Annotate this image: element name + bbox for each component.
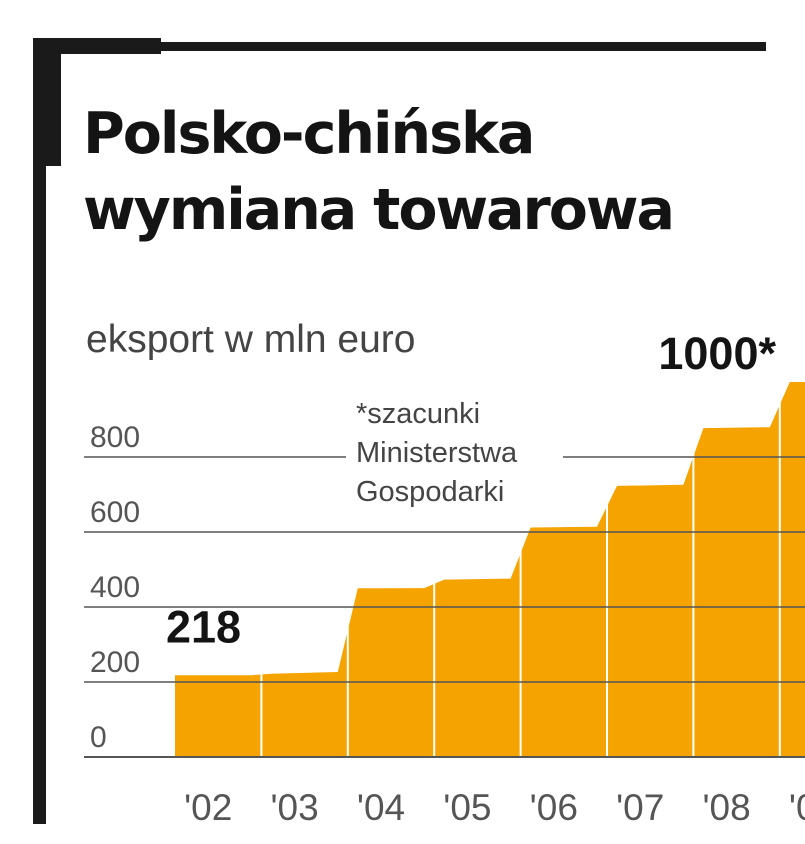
x-tick-label: '08 bbox=[702, 787, 750, 828]
x-tick-label: '06 bbox=[530, 787, 578, 828]
annotation-line: *szacunki bbox=[356, 398, 480, 430]
chart-title-line-2: wymiana towarowa bbox=[83, 177, 675, 243]
x-tick-label: '02 bbox=[184, 787, 232, 828]
frame-left-bar bbox=[33, 38, 46, 824]
annotation: *szacunki Ministerstwa Gospodarki bbox=[346, 395, 563, 513]
x-tick-label: '07 bbox=[616, 787, 664, 828]
x-tick-labels: '02 '03 '04 '05 '06 '07 '08 '09 bbox=[184, 787, 805, 828]
chart-title-line-1: Polsko-chińska bbox=[83, 101, 535, 167]
y-tick-label: 200 bbox=[90, 646, 140, 679]
annotation-line: Gospodarki bbox=[356, 476, 504, 508]
x-tick-label: '05 bbox=[443, 787, 491, 828]
frame-top-bar-thick bbox=[33, 38, 161, 54]
year-dividers bbox=[260, 380, 781, 757]
value-label: 218 bbox=[166, 601, 241, 652]
y-tick-label: 600 bbox=[90, 496, 140, 529]
annotation-backing bbox=[346, 395, 563, 513]
x-tick-label: '09 bbox=[789, 787, 805, 828]
value-labels: 218 1000* bbox=[166, 328, 776, 652]
annotation-line: Ministerstwa bbox=[356, 437, 518, 469]
x-tick-label: '03 bbox=[270, 787, 318, 828]
frame-corner-block bbox=[46, 54, 61, 166]
y-tick-labels: 0 200 400 600 800 bbox=[90, 421, 140, 754]
area-series-eksport bbox=[175, 382, 805, 757]
chart-title: Polsko-chińska wymiana towarowa bbox=[83, 96, 783, 248]
chart-subtitle: eksport w mln euro bbox=[86, 318, 416, 361]
y-tick-label: 0 bbox=[90, 721, 107, 754]
y-tick-label: 800 bbox=[90, 421, 140, 454]
value-label: 1000* bbox=[658, 328, 776, 379]
y-tick-label: 400 bbox=[90, 571, 140, 604]
area-layer bbox=[175, 382, 805, 757]
frame-top-bar-thin bbox=[161, 42, 766, 51]
x-tick-label: '04 bbox=[357, 787, 405, 828]
